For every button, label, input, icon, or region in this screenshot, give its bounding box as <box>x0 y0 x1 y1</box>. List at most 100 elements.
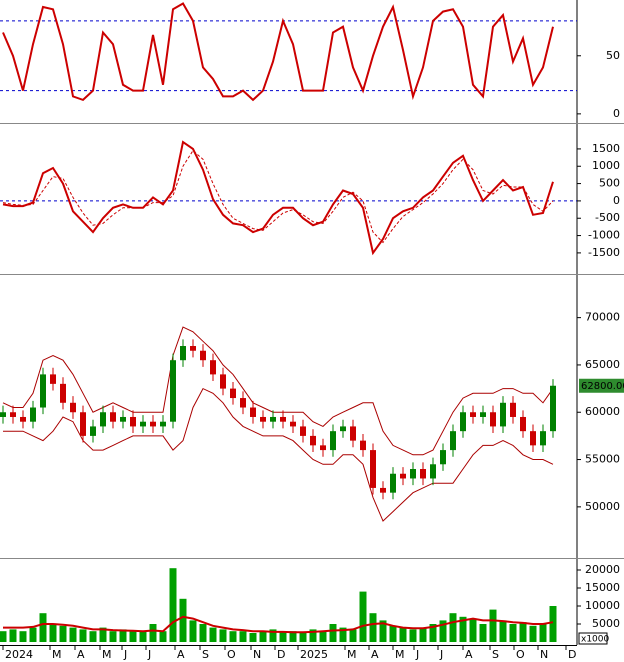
x-tick-label: N <box>253 648 261 661</box>
y-tick-label: 70000 <box>585 311 620 324</box>
candle-body <box>520 416 526 432</box>
candle-body <box>140 421 146 427</box>
candle-body <box>170 360 176 422</box>
candle-body <box>340 426 346 432</box>
y-tick-label: 5000 <box>592 617 620 630</box>
candle-body <box>90 426 96 436</box>
candle-body <box>110 412 116 422</box>
y-tick-label: 60000 <box>585 405 620 418</box>
volume-bar <box>309 629 317 643</box>
candle-body <box>380 487 386 493</box>
candle-body <box>180 346 186 361</box>
indicator-line <box>2 140 554 256</box>
volume-bar <box>529 625 537 643</box>
volume-bar <box>449 613 457 643</box>
volume-bar <box>19 631 27 643</box>
volume-bar <box>409 629 417 643</box>
volume-bar <box>119 629 127 643</box>
price-tag-box <box>579 378 624 393</box>
y-tick-label: 500 <box>599 177 620 190</box>
x-tick-label: D <box>568 648 576 661</box>
candle-body <box>490 412 496 427</box>
volume-bar <box>229 631 237 643</box>
candle-body <box>470 412 476 417</box>
x-tick-label: M <box>395 648 405 661</box>
volume-bar <box>219 629 227 643</box>
y-tick-label: -1500 <box>588 246 620 259</box>
volume-bar <box>249 633 257 643</box>
volume-bar <box>179 598 187 643</box>
candle-body <box>500 402 506 427</box>
candle-body <box>530 431 536 446</box>
volume-bar <box>379 620 387 643</box>
candle-body <box>410 469 416 479</box>
volume-bar <box>189 620 197 643</box>
volume-bar <box>389 625 397 643</box>
x-tick-label: M <box>347 648 357 661</box>
volume-bar <box>69 627 77 643</box>
candle-body <box>510 402 516 417</box>
y-tick-label: 1000 <box>592 159 620 172</box>
x-tick-label: S <box>202 648 209 661</box>
volume-bar <box>339 627 347 643</box>
volume-bar <box>499 620 507 643</box>
y-tick-label: 65000 <box>585 358 620 371</box>
volume-bar <box>519 622 527 643</box>
volume-bar <box>439 620 447 643</box>
candle-body <box>10 412 16 417</box>
x-tick-label: S <box>492 648 499 661</box>
x-tick-label: O <box>516 648 525 661</box>
volume-bar <box>299 633 307 643</box>
candle-body <box>50 374 56 384</box>
candle-body <box>20 416 26 422</box>
candle-body <box>550 385 556 432</box>
y-tick-label: 10000 <box>585 599 620 612</box>
volume-bar <box>359 591 367 643</box>
candle-body <box>440 450 446 465</box>
candle-body <box>370 450 376 488</box>
candle-body <box>160 421 166 427</box>
x-tick-label: O <box>227 648 236 661</box>
x-tick-label: A <box>177 648 185 661</box>
volume-bar <box>49 624 57 643</box>
candle-body <box>120 416 126 422</box>
volume-bar <box>329 624 337 643</box>
candle-body <box>330 431 336 451</box>
candle-body <box>100 412 106 427</box>
volume-bar <box>539 624 547 643</box>
candle-body <box>540 431 546 446</box>
volume-bar <box>79 629 87 643</box>
volume-bar <box>169 568 177 643</box>
candle-body <box>290 421 296 427</box>
volume-bar <box>279 631 287 643</box>
volume-bar <box>489 609 497 643</box>
candle-body <box>150 421 156 427</box>
indicator-line <box>2 149 554 244</box>
y-tick-label: 1500 <box>592 142 620 155</box>
candle-body <box>0 412 6 417</box>
x-tick-label: J <box>147 648 151 661</box>
candle-body <box>450 431 456 451</box>
volume-bar <box>479 624 487 643</box>
x-tick-label: J <box>415 648 419 661</box>
x-tick-label: J <box>439 648 443 661</box>
volume-bar <box>59 625 67 643</box>
volume-bar <box>369 613 377 643</box>
unit-label: x1000 <box>581 635 610 645</box>
x-tick-label: A <box>465 648 473 661</box>
x-tick-label: 2025 <box>300 648 328 661</box>
candle-body <box>390 473 396 493</box>
candle-body <box>480 412 486 417</box>
volume-bar <box>429 624 437 643</box>
volume-bar <box>29 627 37 643</box>
unit-box <box>578 632 608 645</box>
x-tick-label: 2024 <box>5 648 33 661</box>
volume-bar <box>149 624 157 643</box>
y-tick-label: 20000 <box>585 563 620 576</box>
volume-bar <box>89 631 97 643</box>
candle-body <box>460 412 466 432</box>
price-tag: 62800.00 <box>581 381 624 392</box>
candle-body <box>300 426 306 436</box>
y-tick-label: -1000 <box>588 229 620 242</box>
